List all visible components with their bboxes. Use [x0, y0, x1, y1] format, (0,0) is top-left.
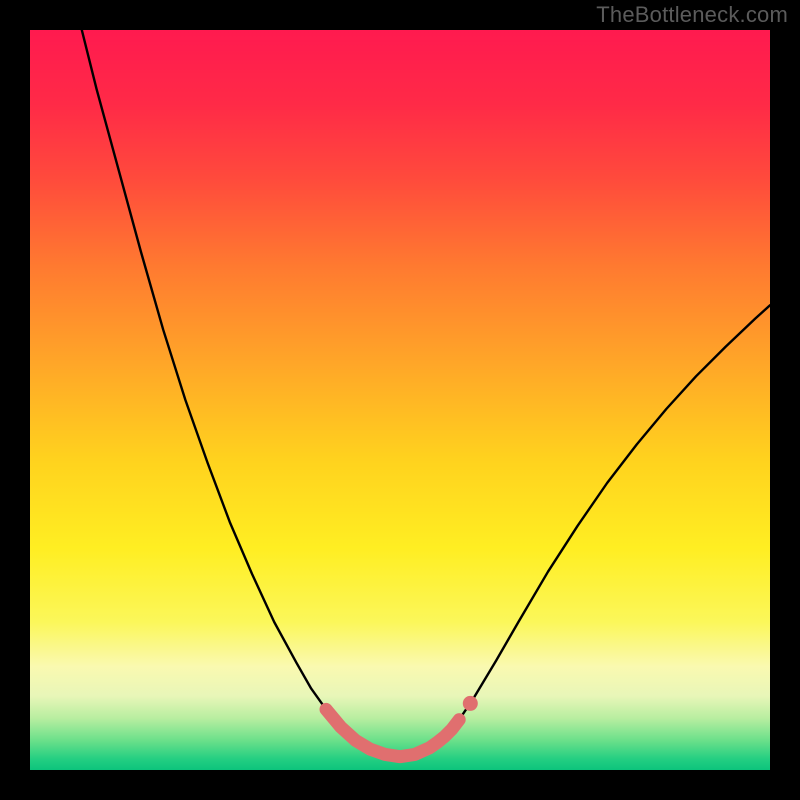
chart-stage: TheBottleneck.com	[0, 0, 800, 800]
bottleneck-curve-chart	[0, 0, 800, 800]
